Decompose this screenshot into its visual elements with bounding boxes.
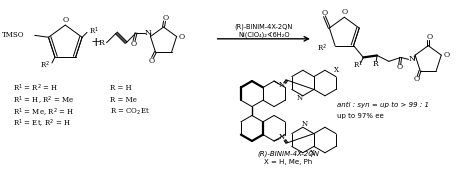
Text: R: R bbox=[372, 60, 378, 68]
Text: N: N bbox=[297, 94, 303, 102]
Text: (R)-BINIM-4X-2QN: (R)-BINIM-4X-2QN bbox=[235, 24, 293, 30]
Text: O: O bbox=[149, 57, 155, 65]
Text: R$^1$ = Me, R$^2$ = H: R$^1$ = Me, R$^2$ = H bbox=[13, 105, 75, 117]
Text: R = H: R = H bbox=[110, 84, 131, 92]
Text: R$^1$ = Et, R$^2$ = H: R$^1$ = Et, R$^2$ = H bbox=[13, 117, 71, 129]
Text: O: O bbox=[443, 51, 449, 59]
Text: X: X bbox=[333, 66, 339, 74]
Text: O: O bbox=[131, 40, 137, 48]
Text: O: O bbox=[162, 14, 168, 22]
Text: R$^2$: R$^2$ bbox=[40, 59, 50, 71]
Text: Ni(ClO₄)₂∢6H₂O: Ni(ClO₄)₂∢6H₂O bbox=[238, 32, 289, 38]
Text: N: N bbox=[408, 55, 415, 63]
Text: R = Me: R = Me bbox=[110, 96, 136, 104]
Text: TMSO: TMSO bbox=[2, 31, 25, 39]
Text: up to 97% ee: up to 97% ee bbox=[337, 113, 384, 119]
Text: R$^1$: R$^1$ bbox=[89, 26, 99, 37]
Text: O: O bbox=[426, 33, 432, 41]
Text: X = H, Me, Ph: X = H, Me, Ph bbox=[264, 159, 313, 165]
Text: R$^1$: R$^1$ bbox=[353, 60, 363, 71]
Text: O: O bbox=[62, 16, 69, 24]
Text: N: N bbox=[302, 120, 308, 128]
Text: R$^1$ = R$^2$ = H: R$^1$ = R$^2$ = H bbox=[13, 82, 59, 94]
Text: O: O bbox=[341, 8, 347, 16]
Text: (R)-BINIM-4X-2QN: (R)-BINIM-4X-2QN bbox=[257, 151, 319, 157]
Text: O: O bbox=[413, 75, 419, 83]
Text: +: + bbox=[90, 36, 101, 49]
Text: O: O bbox=[178, 33, 184, 41]
Text: anti : syn = up to > 99 : 1: anti : syn = up to > 99 : 1 bbox=[337, 102, 429, 108]
Text: R: R bbox=[99, 39, 105, 47]
Text: R$^1$ = H, R$^2$ = Me: R$^1$ = H, R$^2$ = Me bbox=[13, 94, 75, 106]
Text: O: O bbox=[321, 9, 327, 17]
Text: X: X bbox=[310, 149, 315, 157]
Text: O: O bbox=[397, 63, 403, 71]
Text: N: N bbox=[279, 133, 285, 141]
Text: N: N bbox=[144, 29, 151, 37]
Text: N: N bbox=[279, 81, 285, 89]
Text: R = CO$_2$Et: R = CO$_2$Et bbox=[110, 106, 149, 117]
Text: R$^2$: R$^2$ bbox=[317, 43, 327, 54]
